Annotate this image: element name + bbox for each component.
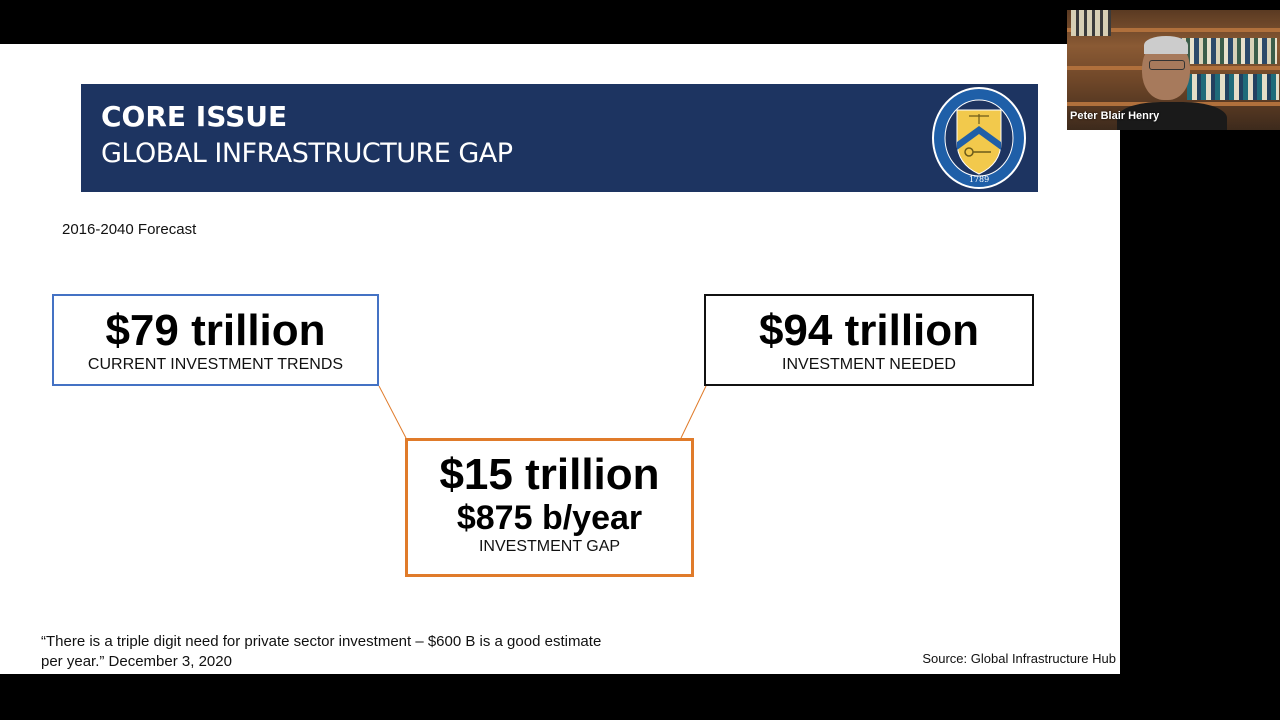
investment-gap-amount: $15 trillion	[439, 450, 660, 499]
investment-gap-box: $15 trillion $875 b/year INVESTMENT GAP	[405, 438, 694, 577]
participant-name: Peter Blair Henry	[1070, 110, 1160, 122]
forecast-label: 2016-2040 Forecast	[62, 221, 197, 238]
slide-subtitle: GLOBAL INFRASTRUCTURE GAP	[101, 138, 513, 169]
investment-needed-box: $94 trillion INVESTMENT NEEDED	[704, 294, 1034, 386]
books	[1071, 10, 1111, 36]
current-investment-label: CURRENT INVESTMENT TRENDS	[87, 356, 344, 373]
books	[1177, 38, 1277, 64]
investment-gap-per-year: $875 b/year	[456, 499, 643, 537]
books	[1187, 74, 1279, 100]
title-banner: CORE ISSUE GLOBAL INFRASTRUCTURE GAP 178…	[81, 84, 1038, 192]
current-investment-amount: $79 trillion	[105, 306, 326, 355]
presentation-slide: CORE ISSUE GLOBAL INFRASTRUCTURE GAP 178…	[0, 44, 1120, 674]
participant-video-tile[interactable]: Peter Blair Henry	[1067, 10, 1280, 130]
investment-gap-label: INVESTMENT GAP	[478, 538, 621, 555]
investment-needed-amount: $94 trillion	[758, 306, 980, 355]
current-investment-box: $79 trillion CURRENT INVESTMENT TRENDS	[52, 294, 379, 386]
participant-hair	[1144, 36, 1188, 54]
participant-body	[1117, 102, 1227, 130]
slide-title: CORE ISSUE	[101, 100, 288, 133]
treasury-seal-icon: 1789	[932, 87, 1026, 189]
quote-text: “There is a triple digit need for privat…	[41, 633, 602, 670]
bookshelf	[1067, 28, 1280, 32]
investment-needed-label: INVESTMENT NEEDED	[782, 356, 956, 373]
svg-text:1789: 1789	[969, 175, 989, 184]
source-citation: Source: Global Infrastructure Hub	[922, 651, 1116, 666]
glasses-icon	[1149, 60, 1185, 70]
